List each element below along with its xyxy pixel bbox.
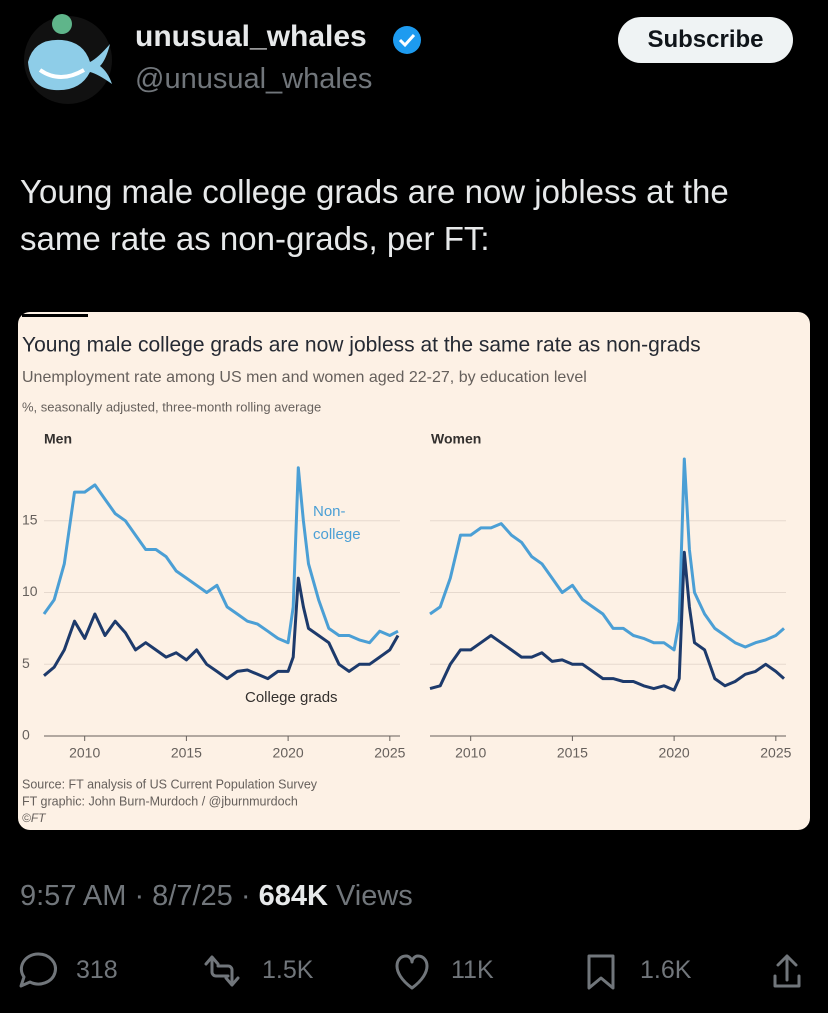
tweet-text: Young male college grads are now jobless… [20, 173, 729, 257]
x-tick-label: 2015 [171, 745, 202, 761]
repost-count: 1.5K [262, 956, 314, 984]
like-count: 11K [451, 956, 494, 984]
series-line [429, 457, 785, 652]
views-label: Views [335, 880, 413, 912]
verified-badge [393, 26, 421, 54]
timestamp[interactable]: 9:57 AM · 8/7/25 · [20, 880, 251, 912]
view-count: 684K [258, 880, 328, 912]
x-tick-label: 2010 [455, 745, 486, 761]
avatar-spout [52, 14, 72, 34]
panel-title: Men [44, 431, 72, 447]
x-tick-label: 2025 [760, 745, 791, 761]
x-tick-label: 2025 [374, 745, 405, 761]
ft-rule [22, 314, 88, 317]
avatar-whale [28, 39, 112, 91]
repost-icon[interactable] [204, 955, 240, 987]
bookmark-icon[interactable] [587, 954, 615, 990]
x-tick-label: 2020 [273, 745, 304, 761]
chart-card [18, 312, 810, 830]
series-line [429, 550, 785, 692]
figure-source: Source: FT analysis of US Current Popula… [22, 777, 318, 791]
figure-copyright: ©FT [22, 811, 47, 825]
y-tick-label: 0 [22, 727, 30, 743]
figure-title: Young male college grads are now jobless… [22, 334, 701, 357]
figure-note: %, seasonally adjusted, three-month roll… [22, 399, 321, 414]
author-handle[interactable]: @unusual_whales [135, 63, 373, 95]
like-icon[interactable] [395, 954, 429, 990]
x-tick-label: 2020 [659, 745, 690, 761]
series-line [43, 576, 400, 681]
series-line [42, 466, 399, 645]
series-label: College grads [245, 689, 338, 706]
figure-credit: FT graphic: John Burn-Murdoch / @jburnmu… [22, 794, 298, 808]
x-tick-label: 2015 [557, 745, 588, 761]
bookmark-count: 1.6K [640, 956, 692, 984]
x-tick-label: 2010 [69, 745, 100, 761]
subscribe-button[interactable]: Subscribe [618, 17, 793, 63]
figure-subtitle: Unemployment rate among US men and women… [22, 369, 587, 386]
reply-icon[interactable] [19, 952, 57, 988]
panel-title: Women [431, 431, 481, 447]
y-tick-label: 10 [22, 583, 38, 599]
author-name[interactable]: unusual_whales [135, 20, 367, 53]
avatar-mouth [38, 68, 86, 79]
y-tick-label: 15 [22, 511, 38, 527]
tweet-meta: 9:57 AM · 8/7/25 · 684K Views [20, 880, 413, 913]
reply-count: 318 [76, 956, 118, 984]
verified-check [398, 33, 416, 48]
share-icon[interactable] [773, 954, 801, 988]
series-label: Non-college [313, 503, 361, 543]
y-tick-label: 5 [22, 655, 30, 671]
